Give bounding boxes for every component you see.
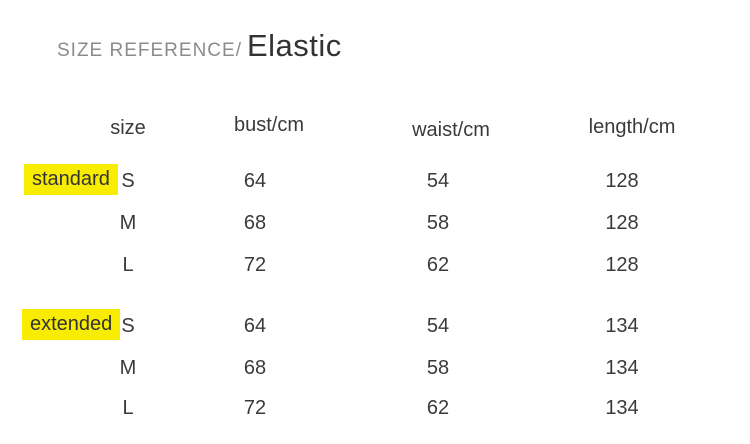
column-header-waist: waist/cm xyxy=(412,119,490,141)
bust-cell: 68 xyxy=(243,357,267,379)
group-label-extended: extended xyxy=(22,309,121,340)
waist-cell: 54 xyxy=(426,315,450,337)
table-row: L 72 62 134 xyxy=(0,393,750,423)
length-cell: 128 xyxy=(605,212,639,234)
waist-cell: 62 xyxy=(426,397,450,419)
size-cell: L xyxy=(122,254,134,276)
page-title: SIZE REFERENCE/ Elastic xyxy=(57,28,342,64)
table-header-row: size bust/cm waist/cm length/cm xyxy=(0,112,750,142)
bust-cell: 72 xyxy=(243,397,267,419)
size-cell: S xyxy=(121,315,135,337)
size-cell: M xyxy=(119,357,137,379)
size-cell: S xyxy=(121,170,135,192)
length-cell: 134 xyxy=(605,315,639,337)
waist-cell: 58 xyxy=(426,357,450,379)
column-header-bust: bust/cm xyxy=(233,114,305,136)
size-cell: M xyxy=(119,212,137,234)
length-cell: 128 xyxy=(605,170,639,192)
column-header-size: size xyxy=(110,117,146,139)
length-cell: 134 xyxy=(605,357,639,379)
title-product-name: Elastic xyxy=(246,28,342,63)
waist-cell: 62 xyxy=(426,254,450,276)
column-header-length: length/cm xyxy=(588,116,676,138)
waist-cell: 54 xyxy=(426,170,450,192)
length-cell: 134 xyxy=(605,397,639,419)
size-cell: L xyxy=(122,397,134,419)
length-cell: 128 xyxy=(605,254,639,276)
bust-cell: 64 xyxy=(243,170,267,192)
table-row: S 64 54 128 xyxy=(0,166,750,196)
bust-cell: 72 xyxy=(243,254,267,276)
table-row: M 68 58 134 xyxy=(0,353,750,383)
group-label-standard: standard xyxy=(24,164,118,195)
title-prefix: SIZE REFERENCE/ xyxy=(57,40,242,61)
bust-cell: 64 xyxy=(243,315,267,337)
table-row: M 68 58 128 xyxy=(0,208,750,238)
waist-cell: 58 xyxy=(426,212,450,234)
table-row: S 64 54 134 xyxy=(0,311,750,341)
bust-cell: 68 xyxy=(243,212,267,234)
table-row: L 72 62 128 xyxy=(0,250,750,280)
